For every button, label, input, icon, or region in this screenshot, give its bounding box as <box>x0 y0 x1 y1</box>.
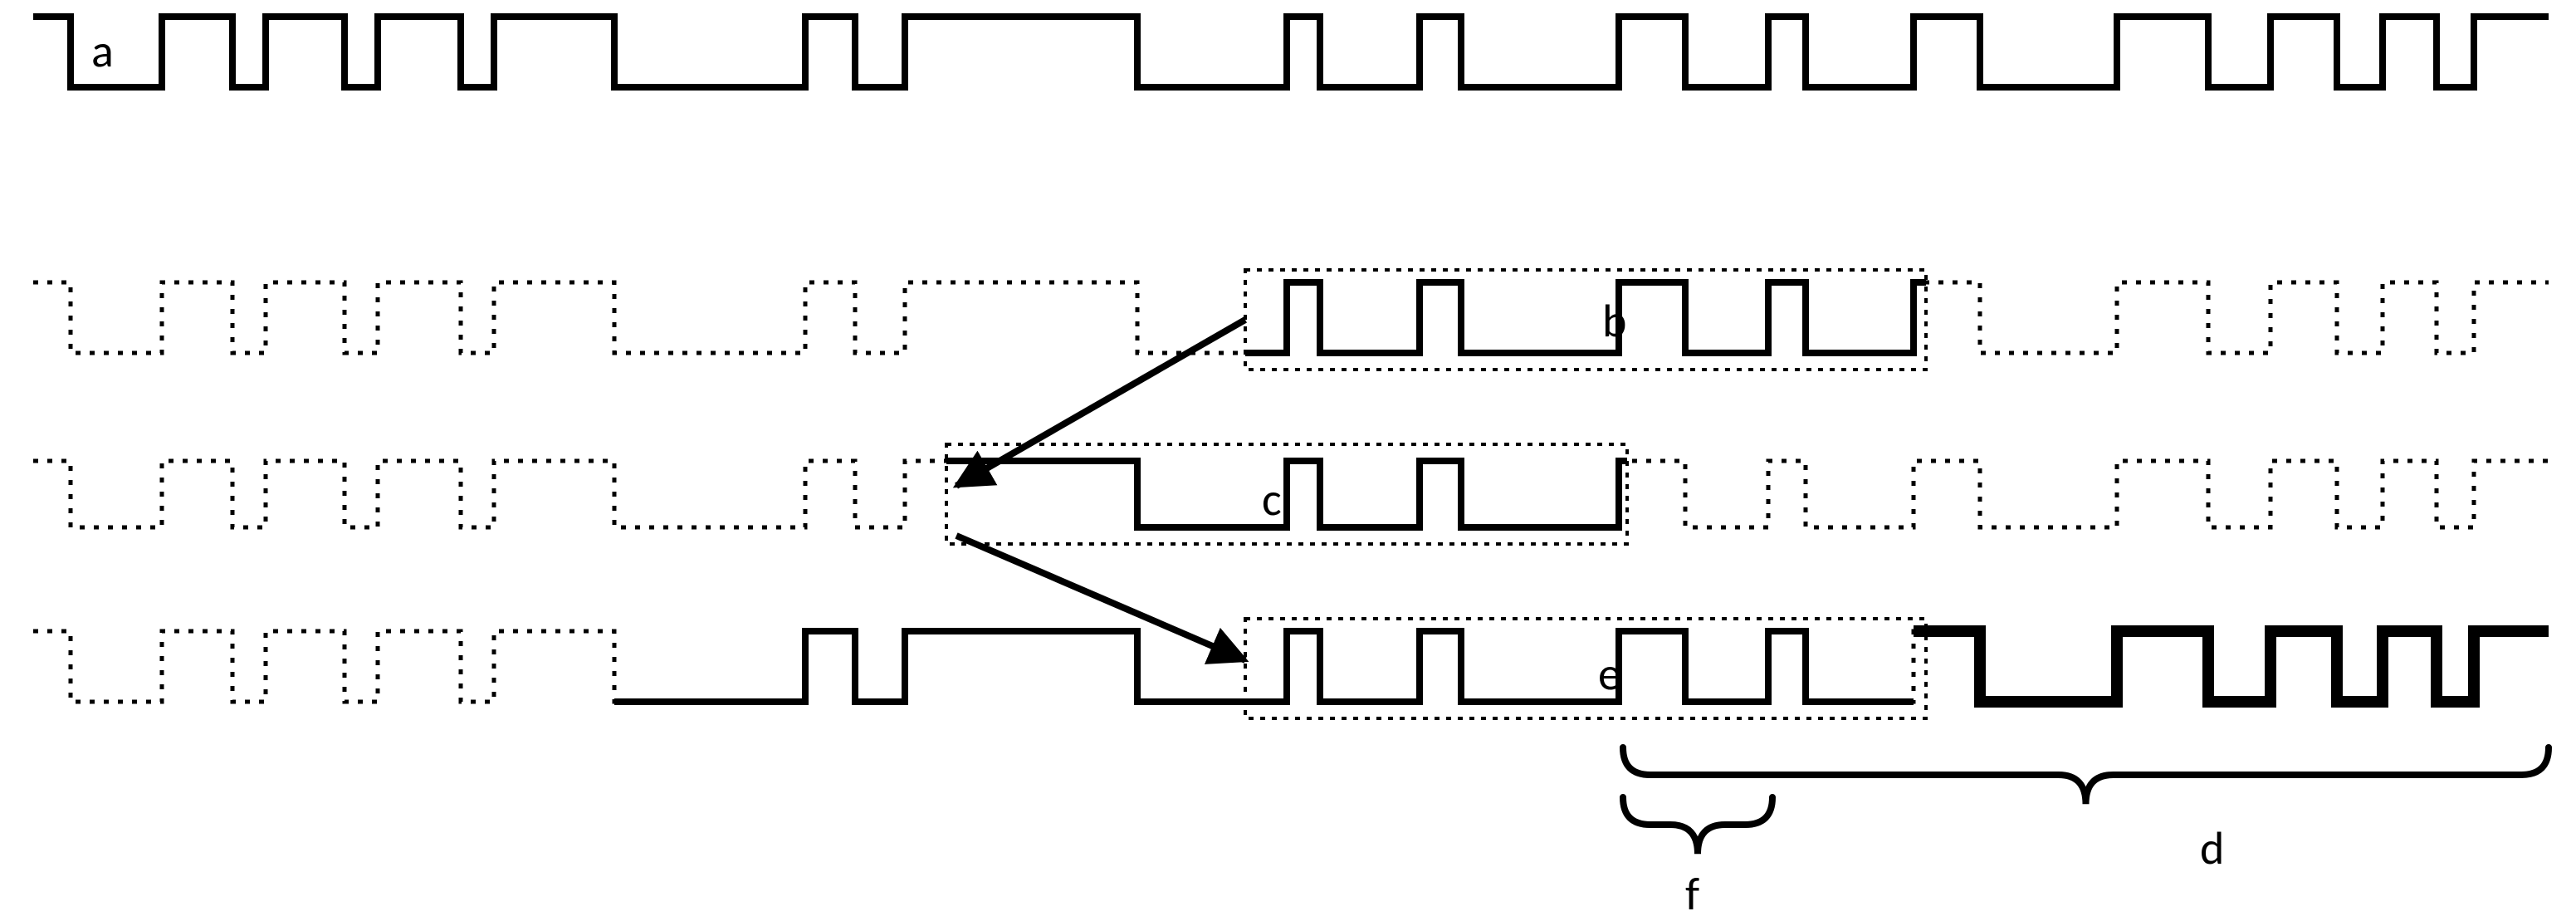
label-a: a <box>91 23 114 80</box>
label-e: e <box>1598 646 1621 703</box>
arrow-ce <box>956 536 1245 660</box>
label-b: b <box>1602 293 1626 350</box>
waveform-e-thick <box>1914 631 2549 702</box>
brace-f <box>1623 797 1772 854</box>
waveform-c-dotted <box>33 461 2549 527</box>
waveform-a <box>33 17 2549 87</box>
waveform-b-solid <box>1245 282 1926 353</box>
label-c: c <box>1262 472 1282 528</box>
label-d: d <box>2200 821 2224 877</box>
waveform-c-solid <box>946 461 1627 527</box>
waveform-b-dotted <box>33 282 2549 353</box>
label-f: f <box>1685 866 1699 921</box>
waveform-e-dotted <box>33 631 2549 702</box>
brace-d <box>1623 747 2549 804</box>
waveform-e-solid-left <box>614 631 1914 702</box>
